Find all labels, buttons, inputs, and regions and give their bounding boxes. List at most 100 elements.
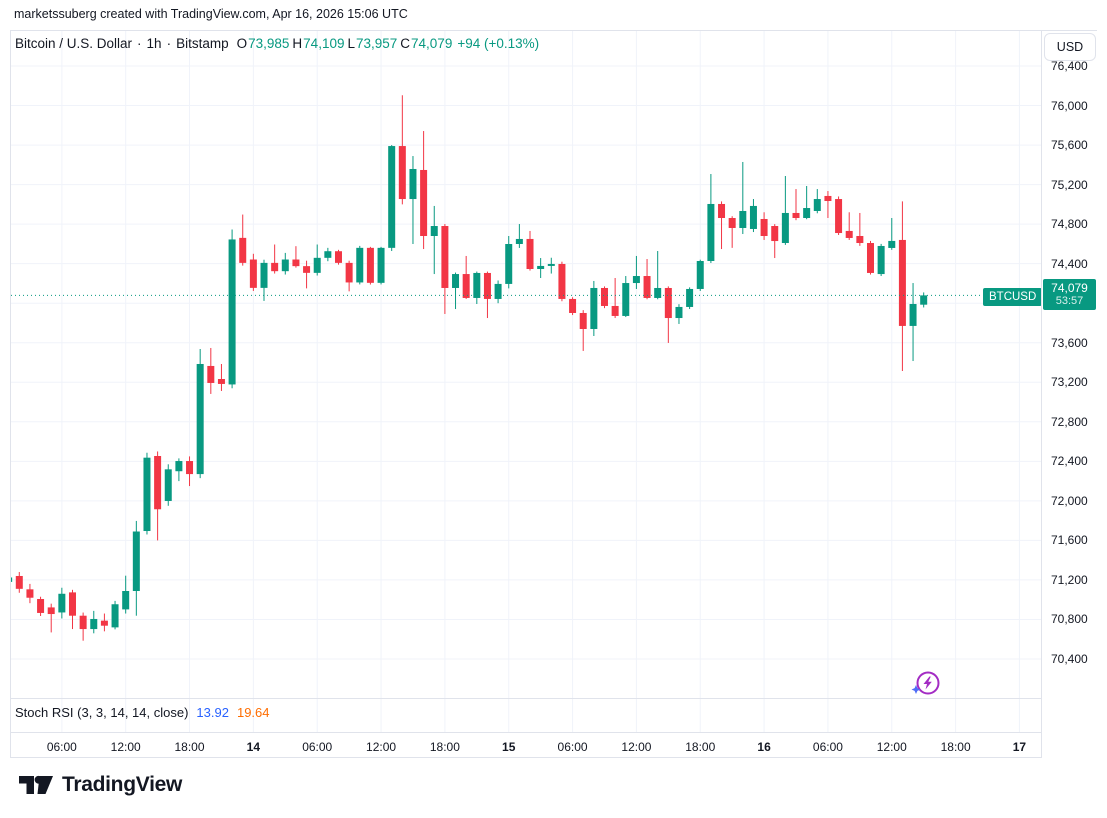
candle-body (579, 312, 587, 329)
candle-body (835, 199, 843, 234)
candle-body (398, 146, 406, 200)
current-price-symbol-badge: BTCUSD (983, 288, 1043, 306)
candle-body (143, 457, 151, 532)
attribution-watermark: marketssuberg created with TradingView.c… (14, 7, 408, 21)
candle-body (207, 365, 215, 383)
candle-body (26, 589, 34, 598)
time-axis-label: 14 (246, 740, 261, 754)
boost-lightning-icon[interactable] (910, 669, 942, 699)
candle-body (164, 469, 172, 501)
indicator-k-value: 13.92 (196, 705, 229, 720)
change-value: +94 (+0.13%) (457, 36, 540, 51)
candlestick-chart-canvas[interactable] (11, 31, 1041, 758)
bar-countdown: 53:57 (1055, 295, 1084, 308)
candle-body (611, 305, 619, 316)
candle-body (749, 205, 757, 229)
candle-body (686, 288, 694, 307)
time-axis-label: 12:00 (876, 740, 907, 754)
candle-body (909, 303, 917, 326)
candle-body (877, 245, 885, 275)
candle-body (68, 592, 76, 616)
candle-body (15, 575, 23, 589)
candle-body (377, 247, 385, 283)
time-axis-label: 06:00 (812, 740, 843, 754)
candle-body (58, 593, 66, 613)
price-axis-label: 75,600 (1051, 138, 1088, 153)
candle-body (132, 531, 140, 592)
candle-body (217, 379, 225, 384)
candle-body (79, 615, 87, 630)
ohlc-values: O73,985 H74,109 L73,957 C74,079 (234, 36, 453, 51)
candle-body (196, 363, 204, 475)
candle-body (292, 259, 300, 267)
candle-body (845, 230, 853, 238)
price-axis-label: 73,200 (1051, 375, 1088, 390)
candle-body (473, 272, 481, 298)
candle-body (600, 287, 608, 306)
candle-body (622, 283, 630, 316)
last-price-value: 74,079 (1051, 281, 1088, 296)
candle-body (803, 208, 811, 219)
candle-body (260, 262, 268, 288)
candle-body (515, 238, 523, 244)
candle-body (324, 251, 332, 258)
time-axis-label: 18:00 (940, 740, 971, 754)
time-axis-label: 12:00 (110, 740, 141, 754)
candle-body (505, 243, 513, 284)
candle-body (813, 199, 821, 211)
candle-body (760, 218, 768, 236)
candle-body (462, 274, 470, 298)
candle-body (409, 168, 417, 200)
candle-body (345, 262, 353, 283)
candle-body (356, 247, 364, 283)
candle-body (920, 295, 928, 305)
time-axis-label: 12:00 (366, 740, 397, 754)
candle-body (122, 591, 130, 610)
candle-body (452, 274, 460, 288)
price-axis-label: 76,000 (1051, 98, 1088, 113)
price-axis-label: 74,400 (1051, 256, 1088, 271)
candle-body (537, 265, 545, 270)
candle-body (643, 276, 651, 298)
candle-body (239, 237, 247, 263)
candle-body (483, 272, 491, 299)
candle-body (558, 263, 566, 299)
candle-body (186, 461, 194, 475)
candle-body (590, 287, 598, 329)
candle-body (632, 276, 640, 284)
candle-body (526, 238, 534, 270)
time-axis-label: 06:00 (46, 740, 77, 754)
tradingview-logo[interactable]: TradingView (18, 772, 182, 798)
candle-body (696, 260, 704, 289)
pane-separator (11, 698, 1096, 699)
candle-body (154, 455, 162, 510)
price-axis[interactable]: USD 76,400 76,000 75,600 75,200 74,800 74,400… (1041, 31, 1097, 758)
candle-body (281, 259, 289, 272)
candle-body (718, 203, 726, 219)
tradingview-logo-mark (19, 775, 53, 794)
candle-body (37, 599, 45, 613)
last-price-badge: 74,079 53:57 (1043, 279, 1096, 311)
candle-body (856, 235, 864, 244)
candle-body (739, 210, 747, 228)
price-axis-label: 72,000 (1051, 493, 1088, 508)
price-axis-label: 74,800 (1051, 217, 1088, 232)
candle-body (334, 251, 342, 263)
candle-body (90, 618, 98, 630)
time-axis-label: 15 (502, 740, 516, 754)
price-axis-label: 72,400 (1051, 454, 1088, 469)
indicator-name: Stoch RSI (3, 3, 14, 14, close) (15, 705, 189, 720)
candle-body (313, 257, 321, 273)
currency-toggle-button[interactable]: USD (1044, 33, 1096, 61)
candle-body (824, 195, 832, 202)
time-axis-label: 17 (1012, 740, 1027, 754)
price-axis-label: 70,400 (1051, 652, 1088, 666)
candle-body (569, 298, 577, 313)
candle-body (654, 287, 662, 298)
candle-body (441, 226, 449, 288)
ohlc-item: L73,957 (347, 36, 398, 51)
legend-separator: · (166, 36, 172, 51)
candle-body (111, 604, 119, 628)
price-axis-label: 70,800 (1051, 612, 1088, 627)
